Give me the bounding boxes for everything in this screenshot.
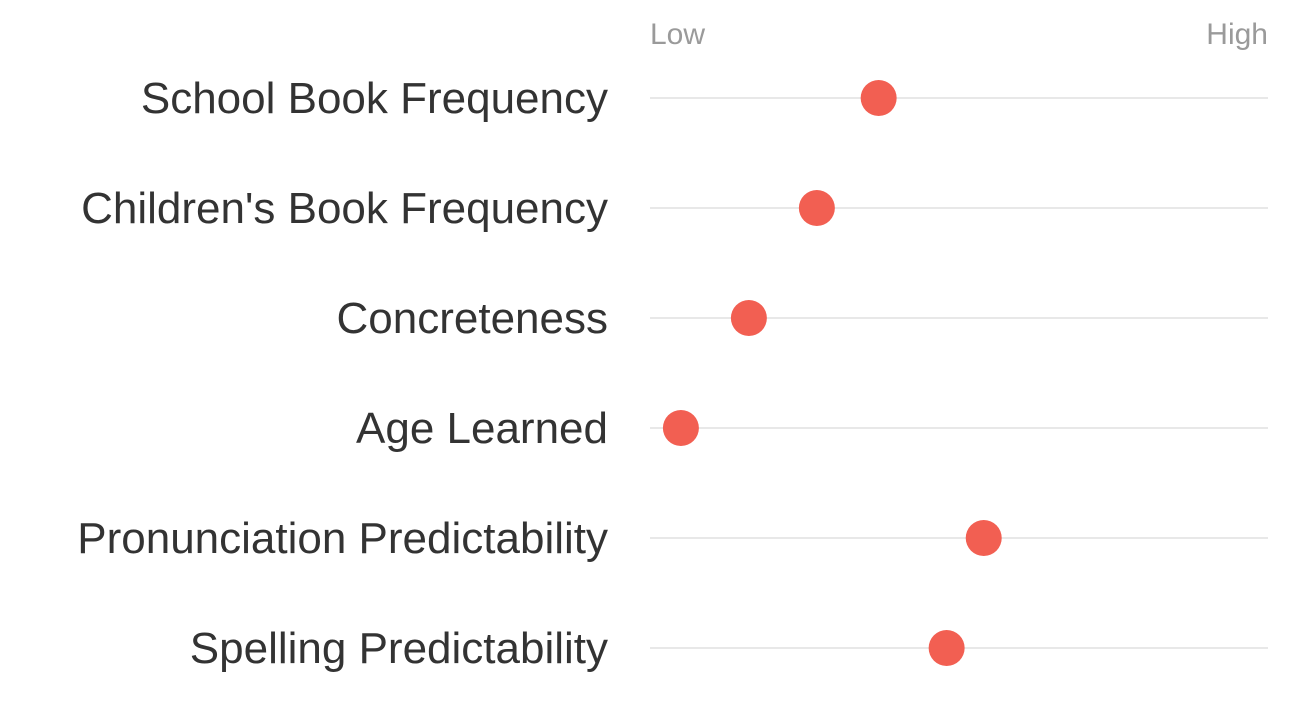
category-label: Children's Book Frequency (81, 184, 608, 233)
data-point (928, 630, 965, 666)
scale-label-high: High (1206, 18, 1268, 51)
data-point (965, 520, 1002, 556)
data-point (860, 80, 897, 116)
category-label: Spelling Predictability (190, 624, 608, 673)
category-label: Age Learned (356, 404, 608, 453)
data-point (662, 410, 699, 446)
category-label: Concreteness (337, 294, 608, 343)
data-point (798, 190, 835, 226)
data-point (730, 300, 767, 336)
category-label: School Book Frequency (141, 74, 608, 123)
category-label: Pronunciation Predictability (77, 514, 608, 563)
scale-label-low: Low (650, 18, 705, 51)
